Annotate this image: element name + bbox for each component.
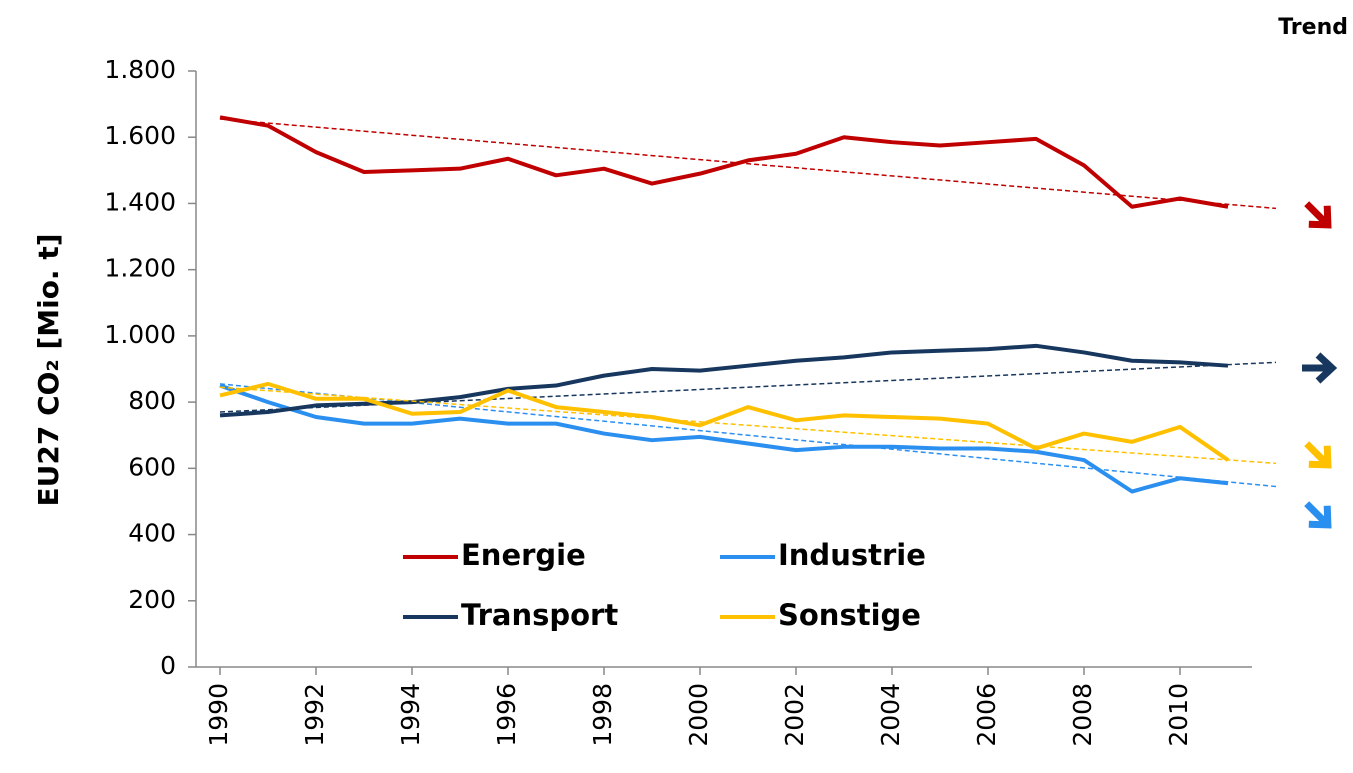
trend-line bbox=[219, 383, 1277, 488]
y-tick-label: 1.600 bbox=[104, 121, 176, 150]
y-tick-label: 200 bbox=[128, 585, 176, 614]
data-line bbox=[219, 383, 1229, 494]
trend-line bbox=[219, 386, 1277, 465]
data-line bbox=[219, 381, 1230, 462]
legend-label: Transport bbox=[461, 598, 618, 632]
x-tick-label: 2000 bbox=[684, 683, 713, 747]
x-tick-label: 2006 bbox=[972, 683, 1001, 747]
y-tick-label: 1.200 bbox=[104, 254, 176, 283]
y-axis-label: EU27 CO₂ [Mio. t] bbox=[32, 234, 65, 507]
trend-arrow-shape bbox=[1304, 441, 1332, 469]
data-line bbox=[219, 343, 1229, 418]
y-tick-label: 1.800 bbox=[104, 55, 176, 84]
x-tick-label: 2008 bbox=[1068, 683, 1097, 747]
y-tick-label: 400 bbox=[128, 519, 176, 548]
y-tick-label: 1.000 bbox=[104, 320, 176, 349]
trend-arrow-shape bbox=[1304, 201, 1332, 229]
x-tick-label: 2004 bbox=[876, 683, 905, 747]
y-tick-label: 1.400 bbox=[104, 187, 176, 216]
x-tick-label: 1992 bbox=[300, 683, 329, 747]
legend-label: Industrie bbox=[778, 538, 926, 572]
trend-line bbox=[219, 118, 1277, 210]
legend-label: Energie bbox=[461, 538, 586, 572]
x-tick-label: 2002 bbox=[780, 683, 809, 747]
trend-arrow bbox=[1304, 201, 1332, 229]
x-tick-label: 1996 bbox=[492, 683, 521, 747]
y-tick-label: 800 bbox=[128, 386, 176, 415]
data-line bbox=[219, 115, 1229, 209]
y-tick-label: 600 bbox=[128, 452, 176, 481]
trend-arrow bbox=[1304, 501, 1332, 529]
trend-heading: Trend bbox=[1278, 15, 1348, 40]
trend-arrow bbox=[1302, 352, 1338, 384]
x-tick-label: 1998 bbox=[588, 683, 617, 747]
legend-label: Sonstige bbox=[778, 598, 921, 632]
x-tick-label: 1990 bbox=[204, 683, 233, 747]
x-tick-label: 1994 bbox=[396, 683, 425, 747]
y-tick-label: 0 bbox=[160, 651, 176, 680]
x-tick-label: 2010 bbox=[1164, 683, 1193, 747]
trend-arrow-shape bbox=[1304, 501, 1332, 529]
trend-arrow bbox=[1304, 441, 1332, 469]
trend-arrow-shape bbox=[1302, 352, 1338, 384]
